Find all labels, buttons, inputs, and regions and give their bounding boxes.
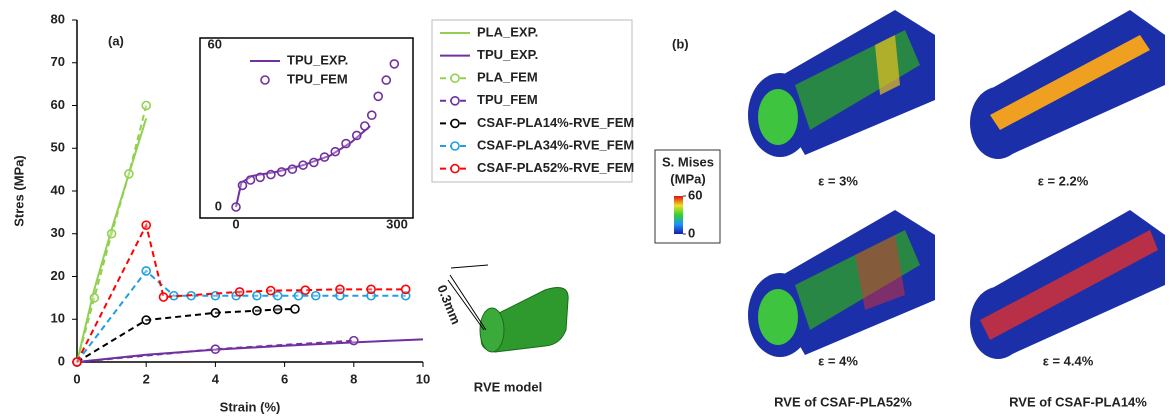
strain-label: ε = 2.2% xyxy=(1038,173,1089,188)
x-tick-label: 10 xyxy=(416,371,430,386)
data-point xyxy=(253,292,261,300)
legend-label: TPU_FEM xyxy=(477,92,538,107)
data-point xyxy=(402,285,410,293)
data-point xyxy=(232,203,240,211)
y-tick-label: 0 xyxy=(215,198,222,213)
data-point xyxy=(294,292,302,300)
data-point xyxy=(238,181,246,189)
legend-label: TPU_EXP. xyxy=(477,47,538,62)
data-point xyxy=(390,60,398,68)
legend-marker xyxy=(261,76,269,84)
data-point xyxy=(253,307,261,315)
data-point xyxy=(350,337,358,345)
series-line xyxy=(77,118,146,362)
data-point xyxy=(288,165,296,173)
x-tick-label: 0 xyxy=(232,216,239,231)
rve-label: RVE model xyxy=(474,379,542,394)
data-point xyxy=(336,285,344,293)
x-tick-label: 4 xyxy=(212,371,220,386)
series-line xyxy=(77,339,423,362)
data-point xyxy=(267,287,275,295)
fem-images xyxy=(748,10,1165,359)
data-point xyxy=(236,288,244,296)
x-tick-label: 2 xyxy=(143,371,150,386)
data-point xyxy=(160,293,168,301)
legend-marker xyxy=(451,142,459,150)
strain-label: ε = 4.4% xyxy=(1043,353,1094,368)
y-tick-label: 60 xyxy=(208,36,222,51)
legend-label: CSAF-PLA34%-RVE_FEM xyxy=(477,137,634,152)
legend-label: CSAF-PLA52%-RVE_FEM xyxy=(477,160,634,175)
data-point xyxy=(331,148,339,156)
caption: RVE of CSAF-PLA14% xyxy=(1009,394,1147,409)
data-point xyxy=(142,267,150,275)
figure: (a) 0.3mm RVE model (b) S. Mises (MPa) xyxy=(0,0,1171,416)
colorbar-title: (MPa) xyxy=(670,171,705,186)
data-point xyxy=(301,286,309,294)
data-point xyxy=(312,292,320,300)
data-point xyxy=(256,173,264,181)
x-tick-label: 0 xyxy=(73,371,80,386)
data-point xyxy=(342,140,350,148)
series-line xyxy=(77,309,295,362)
x-tick-label: 300 xyxy=(386,216,408,231)
data-point xyxy=(142,221,150,229)
data-point xyxy=(142,316,150,324)
y-tick-label: 80 xyxy=(51,11,65,26)
x-axis-label: Strain (%) xyxy=(220,399,281,414)
caption: RVE of CSAF-PLA52% xyxy=(774,394,912,409)
legend-marker xyxy=(451,97,459,105)
legend-label: TPU_FEM xyxy=(287,71,348,86)
colorbar xyxy=(674,196,683,234)
data-point xyxy=(368,111,376,119)
strain-label: ε = 4% xyxy=(818,353,858,368)
data-point xyxy=(321,153,329,161)
strain-label: ε = 3% xyxy=(818,173,858,188)
y-axis-label: Stres (MPa) xyxy=(11,155,26,227)
data-point xyxy=(125,170,133,178)
legend-marker xyxy=(451,165,459,173)
data-point xyxy=(278,168,286,176)
data-point xyxy=(367,285,375,293)
y-tick-label: 50 xyxy=(51,140,65,155)
y-tick-label: 0 xyxy=(58,353,65,368)
x-tick-label: 6 xyxy=(281,371,288,386)
legend-label: CSAF-PLA14%-RVE_FEM xyxy=(477,115,634,130)
data-point xyxy=(382,76,390,84)
data-point xyxy=(361,122,369,130)
y-tick-label: 30 xyxy=(51,225,65,240)
legend-label: TPU_EXP. xyxy=(287,52,348,67)
legend-marker xyxy=(451,74,459,82)
colorbar-title: S. Mises xyxy=(662,154,714,169)
colorbar-tick-label: 0 xyxy=(688,225,695,240)
y-tick-label: 20 xyxy=(51,268,65,283)
x-tick-label: 8 xyxy=(350,371,357,386)
legend-label: PLA_EXP. xyxy=(477,24,538,39)
data-point xyxy=(211,309,219,317)
legend-label: PLA_FEM xyxy=(477,70,538,85)
data-point xyxy=(73,358,81,366)
data-point xyxy=(291,305,299,313)
data-point xyxy=(108,230,116,238)
colorbar-tick-label: 60 xyxy=(688,187,702,202)
data-point xyxy=(267,171,275,179)
panel-label: (b) xyxy=(672,36,689,51)
data-point xyxy=(310,158,318,166)
data-point xyxy=(299,161,307,169)
y-tick-label: 10 xyxy=(51,311,65,326)
data-point xyxy=(274,305,282,313)
panel-label: (a) xyxy=(108,33,124,48)
rve-model xyxy=(448,265,568,352)
y-tick-label: 60 xyxy=(51,97,65,112)
data-point xyxy=(353,131,361,139)
y-tick-label: 40 xyxy=(51,182,65,197)
data-point xyxy=(246,176,254,184)
data-point xyxy=(142,102,150,110)
y-tick-label: 70 xyxy=(51,54,65,69)
legend-marker xyxy=(451,119,459,127)
data-point xyxy=(211,345,219,353)
data-point xyxy=(90,294,98,302)
data-point xyxy=(374,92,382,100)
